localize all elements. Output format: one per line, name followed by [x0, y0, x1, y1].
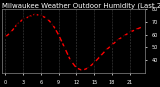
Text: Milwaukee Weather Outdoor Humidity (Last 24 Hours): Milwaukee Weather Outdoor Humidity (Last…: [2, 2, 160, 9]
